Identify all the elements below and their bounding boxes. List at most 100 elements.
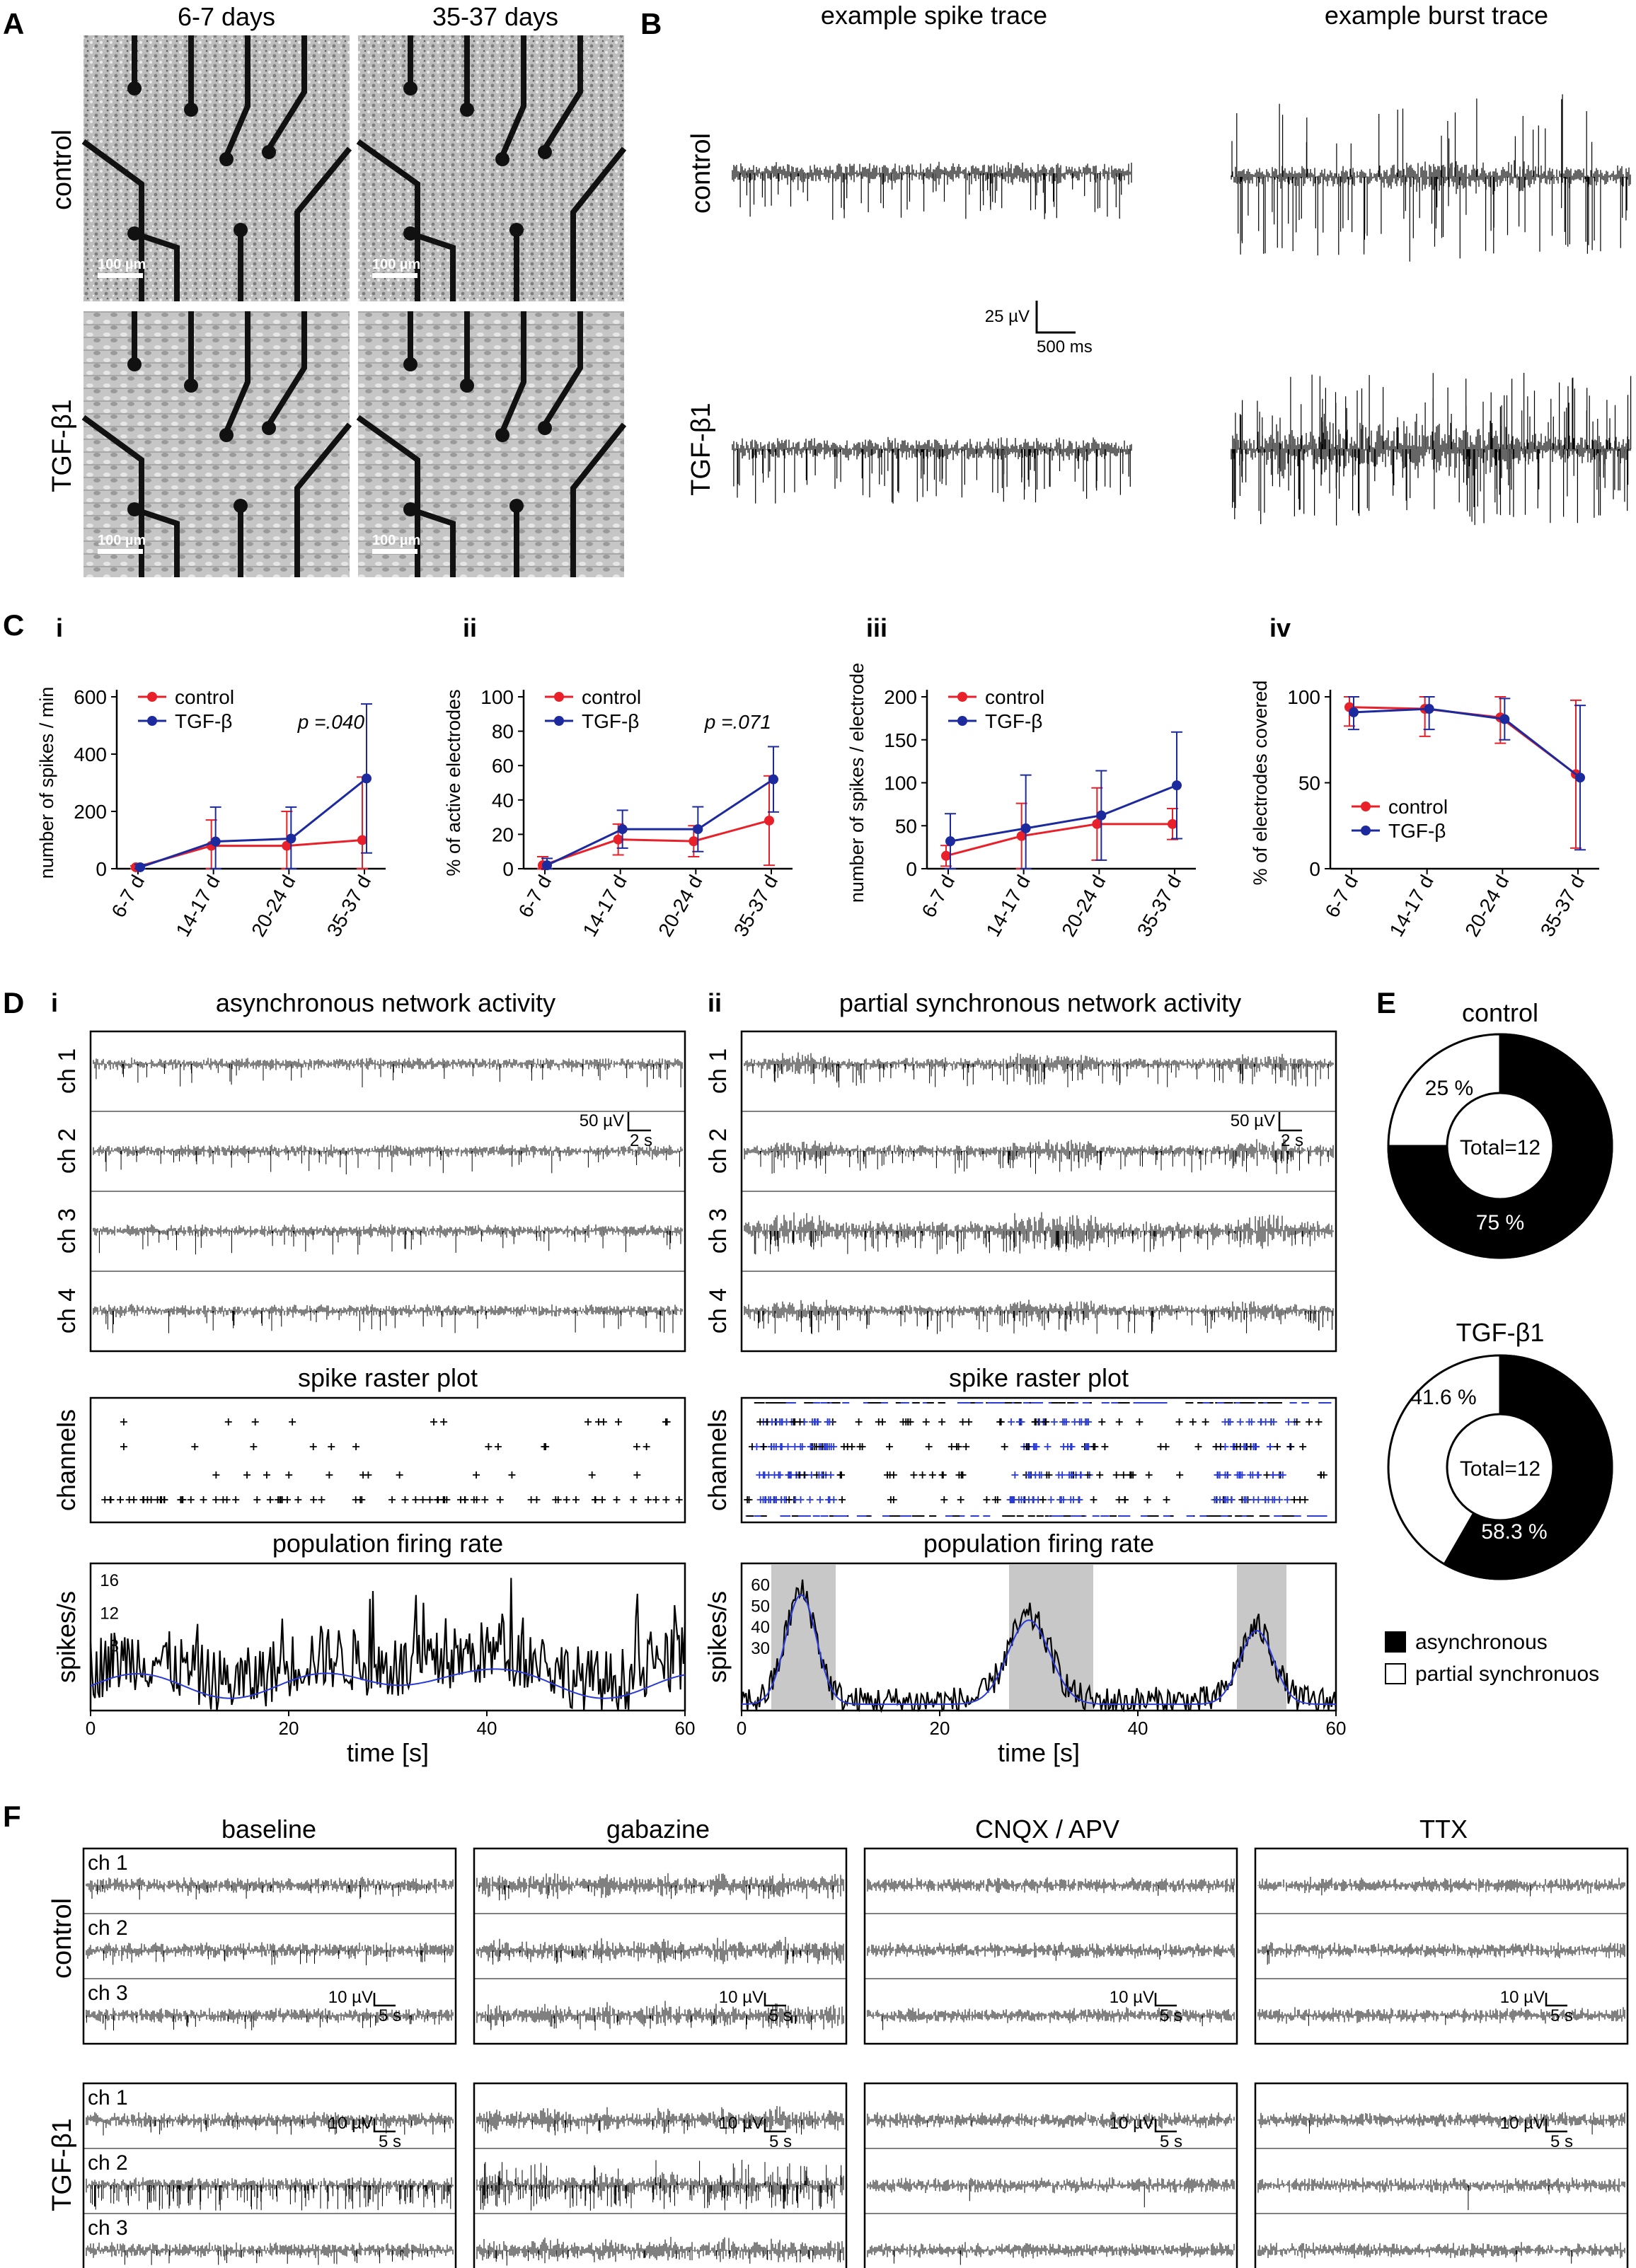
scale-bar-time: 2 s <box>1281 1131 1303 1150</box>
donut-tgf-label-async: 58.3 % <box>1481 1520 1547 1544</box>
raster-spike <box>1011 1471 1019 1479</box>
raster-spike <box>440 1418 448 1425</box>
micrograph-tgf-late: 100 µm <box>356 311 627 577</box>
micrograph-scalebar-label: 100 µm <box>372 533 420 548</box>
panel-e-donuts <box>1387 1033 1613 1580</box>
channel-label: ch 3 <box>88 2216 128 2240</box>
raster-spike <box>770 1443 778 1450</box>
raster-spike <box>496 1496 504 1503</box>
panel-a-row-label-1: control <box>47 129 77 210</box>
scale-bar <box>1154 1993 1177 2007</box>
panel-e: E control TGF-β1 Total=12 25 % 75 % Tota… <box>1376 986 1613 1686</box>
p-value-annotation: p =.071 <box>704 711 771 733</box>
raster-spike <box>191 1443 199 1450</box>
micrograph-control-early: 100 µm <box>81 35 352 301</box>
raster-spike <box>541 1443 548 1450</box>
panel-a-col-title-2: 35-37 days <box>432 2 558 31</box>
channel-trace <box>1257 2177 1625 2211</box>
scale-bar <box>764 2119 786 2133</box>
data-point <box>693 824 703 835</box>
legend-label: control <box>582 686 641 708</box>
raster-spike <box>1291 1496 1298 1503</box>
recording-box <box>82 1847 457 2045</box>
raster-spike <box>1263 1471 1271 1479</box>
raster-spike <box>599 1418 607 1425</box>
scale-bar-time: 5 s <box>769 2006 792 2025</box>
raster-spike <box>1213 1496 1221 1503</box>
rate-y-tick-label: 30 <box>751 1639 770 1658</box>
panel-d-content: ch 1 ch 2 ch 3 ch 4 50 µV 2 s spike raster plo… <box>52 1030 1346 1767</box>
channel-trace <box>744 1138 1334 1174</box>
raster-spike <box>178 1496 186 1503</box>
raster-spike <box>824 1496 832 1503</box>
panel-a: A 6-7 days 35-37 days control TGF-β1 100… <box>3 2 627 577</box>
micrograph-tgf-early: 100 µm <box>81 311 352 577</box>
channel-trace <box>476 2001 844 2031</box>
raster-spike <box>959 1418 967 1425</box>
channel-label: ch 2 <box>88 1916 128 1940</box>
raster-spike <box>1163 1496 1170 1503</box>
raster-spike <box>359 1471 367 1479</box>
raster-spike <box>527 1496 535 1503</box>
scale-bar <box>1154 2119 1177 2133</box>
y-tick-label: 80 <box>492 721 514 743</box>
raster-spike <box>396 1471 403 1479</box>
channel-trace <box>476 2160 844 2211</box>
raster-spike <box>1055 1471 1063 1479</box>
rate-x-tick-label: 20 <box>930 1718 950 1739</box>
raster-spike <box>810 1418 818 1425</box>
raster-spike <box>1001 1443 1008 1450</box>
x-tick-label: 20-24 d <box>247 872 299 941</box>
legend-label-partial-synchronous: partial synchronuos <box>1415 1662 1599 1686</box>
data-point <box>1424 704 1434 714</box>
y-tick-label: 60 <box>492 755 514 777</box>
scale-bar-time: 5 s <box>1160 2132 1182 2151</box>
trace-control-spike <box>732 161 1132 220</box>
raster-spike <box>939 1471 947 1479</box>
burst-highlight <box>1009 1565 1093 1709</box>
channel-trace <box>1257 2242 1625 2264</box>
legend-marker <box>957 692 967 702</box>
raster-spike <box>1267 1418 1275 1425</box>
raster-spike <box>584 1418 592 1425</box>
channel-label: ch 4 <box>705 1288 732 1333</box>
raster-spike <box>1279 1471 1286 1479</box>
panel-d-num-i: i <box>51 988 58 1017</box>
raster-spike <box>1101 1443 1109 1450</box>
y-tick-label: 200 <box>884 686 917 708</box>
raster-spike <box>1224 1471 1232 1479</box>
p-value-annotation: p =.040 <box>297 711 365 733</box>
channel-label: ch 1 <box>88 2086 128 2110</box>
rate-y-tick-label: 16 <box>100 1571 119 1590</box>
rate-y-tick-label: 50 <box>751 1597 770 1616</box>
panel-b-col-title-1: example spike trace <box>821 1 1047 30</box>
scale-bar-voltage: 10 µV <box>1500 1988 1545 2007</box>
raster-spike <box>461 1496 468 1503</box>
channel-label: ch 2 <box>88 2151 128 2175</box>
scale-bar <box>1545 2119 1567 2133</box>
raster-spike <box>266 1496 274 1503</box>
raster-spike <box>795 1471 803 1479</box>
channel-trace <box>93 1304 683 1333</box>
legend-label: control <box>1388 796 1448 818</box>
raster-spike <box>996 1418 1004 1425</box>
scale-bar <box>373 1993 396 2007</box>
raster-spike <box>791 1418 799 1425</box>
panel-a-col-title-1: 6-7 days <box>178 2 275 31</box>
channel-trace <box>867 1942 1235 1961</box>
raster-spike <box>1029 1496 1037 1503</box>
raster-spike <box>1202 1418 1209 1425</box>
y-tick-label: 50 <box>895 815 917 837</box>
series-TGF-β <box>134 703 372 872</box>
raster-spike <box>778 1418 785 1425</box>
scale-bar-voltage: 10 µV <box>1500 2114 1545 2133</box>
y-tick-label: 0 <box>1309 858 1320 880</box>
y-tick-label: 0 <box>502 858 514 880</box>
raster-spike <box>1293 1418 1301 1425</box>
raster-spike <box>1022 1443 1030 1450</box>
x-tick-label: 35-37 d <box>1536 872 1589 941</box>
raster-spike <box>1301 1496 1309 1503</box>
raster-spike <box>879 1418 887 1425</box>
